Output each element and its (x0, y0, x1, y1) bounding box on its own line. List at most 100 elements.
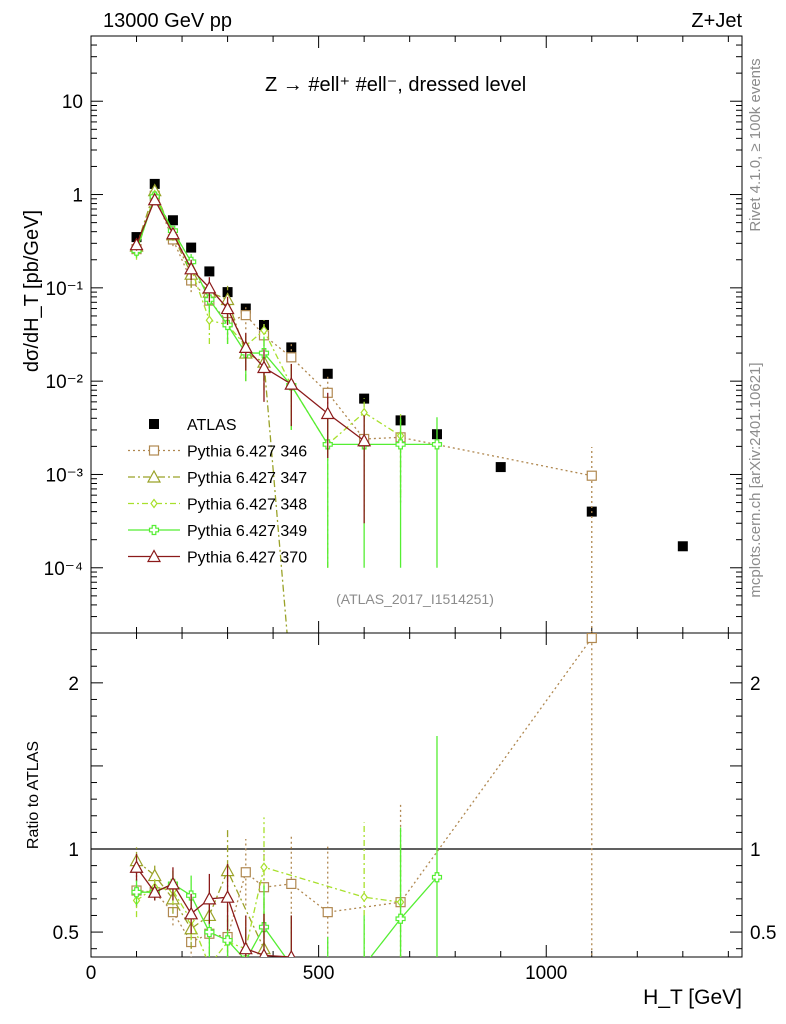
ratio-y-tick-label: 0.5 (53, 923, 79, 944)
ratio-point (202, 891, 217, 905)
main-plot: 10 1 10⁻¹ 10⁻² 10⁻³ 10⁻⁴ ATLAS Pythia 6.427 346… (44, 35, 743, 634)
ratio-line (136, 876, 438, 957)
data-point (286, 352, 297, 363)
legend-label: Pythia 6.427 347 (187, 470, 307, 487)
legend-label: Pythia 6.427 346 (187, 444, 307, 461)
site-label: mcplots.cern.ch [arXiv:2401.10621] (747, 362, 764, 597)
ratio-point (286, 878, 297, 889)
data-point (395, 439, 406, 450)
series-atlas (131, 178, 688, 552)
ratio-plot: 0 500 1000 0.5 0.5 1 1 2 2 (53, 632, 776, 984)
legend-marker (150, 498, 158, 509)
legend-item: Pythia 6.427 347 (128, 469, 307, 487)
ratio-frame (90, 632, 743, 958)
legend-item: Pythia 6.427 346 (128, 444, 307, 461)
main-y-tick-label: 1 (72, 186, 83, 207)
legend-marker (149, 419, 159, 429)
plot-title: Z → #ell⁺ #ell⁻, dressed level (265, 74, 526, 96)
series-pythia-6-427-370 (129, 192, 372, 524)
ratio-y-tick-label-right: 0.5 (750, 923, 776, 944)
data-point (357, 433, 372, 447)
ratio-point (431, 872, 443, 883)
data-point (204, 266, 215, 277)
series-line (135, 192, 401, 446)
x-tick-label: 0 (86, 963, 97, 984)
ratio-y-tick-label: 2 (68, 674, 79, 695)
ratio-point (220, 889, 235, 903)
ratio-point (287, 949, 296, 957)
legend-label: Pythia 6.427 349 (187, 523, 307, 540)
main-data-area (129, 178, 688, 633)
series-line (135, 194, 437, 446)
main-y-axis-label: dσ/dH_T [pb/GeV] (21, 210, 43, 372)
main-y-tick-label: 10⁻⁴ (44, 559, 83, 580)
ratio-line (136, 866, 401, 957)
x-tick-label: 500 (303, 963, 335, 984)
ratio-point (147, 884, 162, 898)
ratio-y-tick-label-right: 2 (750, 674, 761, 695)
legend-marker (148, 524, 160, 536)
legend-item: Pythia 6.427 348 (128, 497, 307, 514)
series-pythia-6-427-347 (129, 183, 288, 633)
data-point (147, 192, 162, 206)
legend: ATLAS Pythia 6.427 346 Pythia 6.427 347 Pyt… (128, 417, 307, 567)
legend-marker (148, 445, 160, 456)
legend-item: ATLAS (149, 417, 237, 434)
data-point (131, 232, 142, 243)
data-point (256, 360, 272, 374)
data-point (320, 406, 335, 420)
ratio-point (395, 913, 406, 924)
data-point (165, 226, 180, 240)
x-tick-label: 1000 (525, 963, 567, 984)
main-y-tick-label: 10⁻³ (46, 465, 84, 486)
legend-item: Pythia 6.427 349 (128, 523, 307, 540)
ratio-point (165, 876, 180, 890)
ratio-point (204, 926, 215, 938)
legend-label: ATLAS (187, 417, 237, 434)
ratio-y-tick-label: 1 (68, 840, 79, 861)
data-point (431, 439, 443, 450)
data-point (167, 215, 178, 226)
main-y-tick-label: 10⁻² (46, 372, 84, 393)
ratio-y-tick-label-right: 1 (750, 840, 761, 861)
data-point (205, 315, 214, 326)
ratio-point (129, 860, 144, 873)
data-point (495, 462, 506, 473)
main-y-tick-label: 10 (62, 92, 83, 113)
series-line (135, 188, 288, 633)
process-label: Z+Jet (691, 10, 742, 32)
ratio-point (238, 941, 253, 955)
data-point (284, 376, 299, 390)
ratio-point (360, 892, 368, 903)
data-point (286, 342, 297, 353)
x-axis-label: H_T [GeV] (643, 986, 742, 1009)
ratio-point (360, 961, 369, 970)
data-point (202, 280, 217, 294)
legend-marker (146, 469, 162, 483)
energy-label: 13000 GeV pp (103, 10, 232, 32)
data-point (220, 301, 235, 315)
ratio-point (287, 961, 296, 970)
data-point (322, 368, 333, 379)
rivet-label: Rivet 4.1.0, ≥ 100k events (747, 58, 764, 231)
main-y-tick-label: 10⁻¹ (46, 279, 84, 300)
main-frame (90, 35, 743, 634)
data-point (186, 242, 197, 253)
ratio-point (184, 906, 199, 920)
data-point (184, 261, 199, 275)
data-point (129, 237, 144, 251)
data-point (240, 310, 251, 321)
ratio-data-area (129, 633, 597, 970)
ratio-y-axis-label: Ratio to ATLAS (25, 741, 42, 849)
ratio-point (131, 887, 142, 898)
ratio-point (260, 862, 268, 873)
legend-label: Pythia 6.427 348 (187, 497, 307, 514)
data-point (260, 325, 268, 336)
ratio-point (206, 961, 212, 969)
data-point (586, 470, 597, 481)
ratio-series-pythia-6-427-370 (129, 853, 296, 957)
legend-marker (146, 549, 162, 563)
data-point (677, 541, 688, 552)
ratio-point (322, 907, 333, 918)
